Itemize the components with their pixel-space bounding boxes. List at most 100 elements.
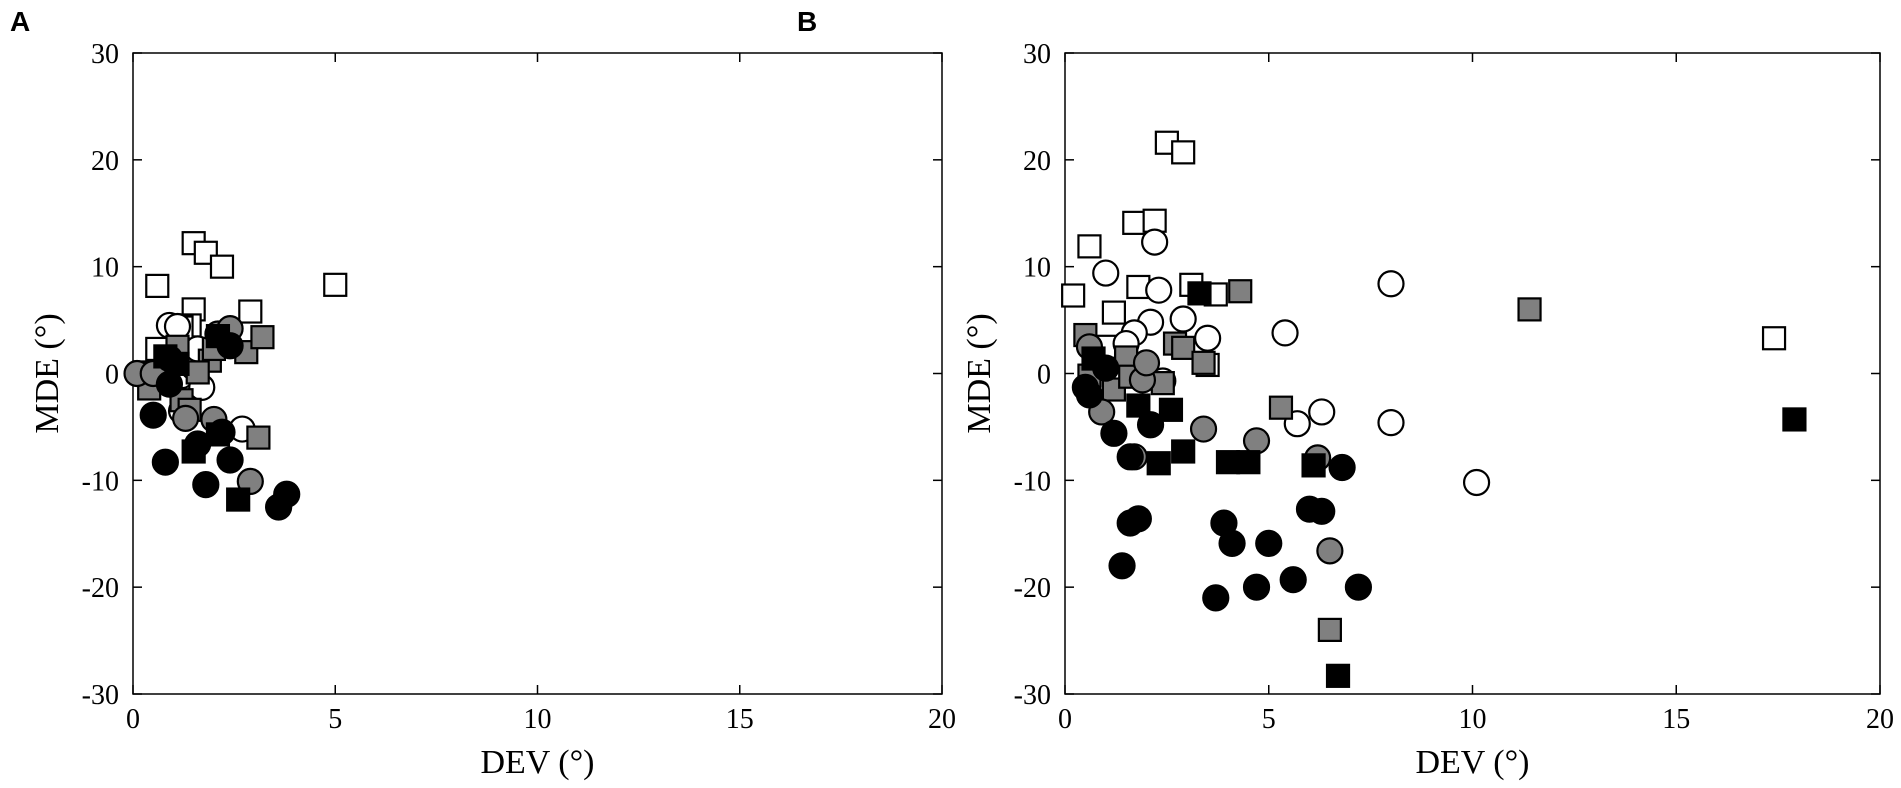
- point-b-gray-square-8: [1228, 279, 1253, 304]
- point-b-white-circle-7: [1271, 319, 1299, 347]
- point-a-black-circle-6: [273, 480, 301, 508]
- point-b-black-square-2: [1158, 397, 1184, 422]
- x-axis-label-b: DEV (°): [1415, 744, 1529, 781]
- point-b-black-circle-8: [1202, 584, 1230, 612]
- point-b-black-square-7: [1301, 453, 1326, 478]
- point-b-black-circle-1: [1075, 381, 1104, 409]
- y-axis-label-b: MDE (°): [961, 313, 998, 433]
- point-b-black-circle-7: [1136, 411, 1165, 439]
- y-tick-label-a-3: 0: [105, 360, 119, 391]
- point-b-black-circle-18: [1092, 354, 1120, 382]
- y-tick-label-a-4: -10: [82, 466, 119, 497]
- point-b-white-square-7: [1101, 300, 1127, 325]
- point-a-black-circle-7: [208, 418, 236, 446]
- point-a-white-square-0: [145, 273, 170, 298]
- point-b-black-circle-17: [1344, 573, 1373, 601]
- point-b-black-circle-3: [1116, 443, 1144, 471]
- y-tick-label-a-6: -30: [82, 680, 119, 711]
- x-tick-label-b-1: 5: [1262, 704, 1276, 735]
- chart-a: 0 5 10 15 20 30 20 10 0 -10 -20 -30 DEV (°) MDE (°): [29, 39, 956, 781]
- point-b-gray-circle-7: [1316, 537, 1344, 565]
- x-tick-label-a-1: 5: [328, 704, 342, 735]
- y-tick-label-b-4: -10: [1014, 466, 1051, 497]
- point-b-white-circle-11: [1377, 409, 1405, 437]
- point-b-gray-square-11: [1517, 297, 1542, 322]
- point-a-black-circle-3: [192, 471, 220, 499]
- point-b-white-circle-9: [1308, 398, 1336, 426]
- point-b-black-circle-11: [1242, 573, 1271, 601]
- plot-frame-a: [132, 52, 943, 695]
- point-a-white-square-5: [238, 299, 263, 324]
- point-a-black-circle-9: [216, 332, 244, 360]
- y-tick-label-b-6: -30: [1014, 680, 1051, 711]
- x-tick-label-b-0: 0: [1058, 704, 1072, 735]
- y-tick-label-a-2: 10: [91, 253, 119, 284]
- y-tick-label-a-1: 20: [91, 146, 119, 177]
- point-b-black-square-9: [1782, 407, 1807, 432]
- point-b-black-circle-13: [1279, 566, 1307, 594]
- y-tick-label-b-5: -20: [1014, 573, 1051, 604]
- point-b-black-square-5: [1215, 450, 1241, 475]
- y-axis-label-a: MDE (°): [29, 313, 66, 433]
- y-tick-label-a-5: -20: [82, 573, 119, 604]
- point-b-white-circle-6: [1194, 324, 1222, 352]
- point-b-black-square-10: [1126, 393, 1151, 418]
- point-a-black-circle-4: [216, 446, 244, 474]
- point-b-white-square-3: [1142, 208, 1167, 233]
- point-b-white-circle-12: [1462, 468, 1491, 497]
- point-a-black-circle-8: [155, 370, 184, 398]
- x-tick-label-a-0: 0: [126, 704, 140, 735]
- panel-letter-b: B: [797, 6, 818, 37]
- x-tick-label-a-4: 20: [928, 704, 956, 735]
- x-tick-label-a-2: 10: [524, 704, 552, 735]
- point-b-gray-circle-8: [1132, 349, 1161, 377]
- point-b-black-circle-16: [1328, 453, 1356, 482]
- x-tick-label-b-2: 10: [1459, 704, 1487, 735]
- point-b-white-circle-2: [1145, 276, 1173, 304]
- point-b-white-circle-5: [1169, 305, 1197, 333]
- y-tick-label-b-2: 10: [1023, 253, 1051, 284]
- point-b-gray-square-9: [1268, 395, 1294, 420]
- point-b-white-square-2: [1122, 210, 1147, 235]
- x-tick-label-b-3: 15: [1662, 704, 1690, 735]
- point-b-black-circle-2: [1100, 419, 1128, 447]
- point-a-black-circle-1: [151, 448, 179, 476]
- point-b-black-square-4: [1146, 451, 1171, 476]
- point-a-white-square-3: [209, 254, 235, 279]
- point-b-gray-square-6: [1171, 335, 1196, 360]
- x-tick-label-a-3: 15: [726, 704, 754, 735]
- point-a-gray-square-10: [185, 360, 210, 385]
- point-b-white-square-5: [1171, 140, 1196, 165]
- point-a-white-square-6: [323, 272, 348, 297]
- point-b-black-square-6: [1236, 450, 1261, 475]
- point-b-black-circle-5: [1124, 505, 1152, 533]
- point-b-black-circle-15: [1308, 497, 1336, 525]
- point-b-gray-circle-4: [1189, 415, 1218, 443]
- point-b-white-square-10: [1761, 326, 1787, 351]
- point-b-gray-circle-5: [1242, 427, 1271, 455]
- point-b-white-square-1: [1077, 234, 1102, 259]
- y-tick-label-b-1: 20: [1023, 146, 1051, 177]
- point-b-black-circle-10: [1218, 529, 1246, 557]
- point-b-white-square-0: [1061, 283, 1086, 308]
- point-b-black-circle-12: [1255, 529, 1283, 557]
- point-a-black-circle-10: [155, 344, 184, 373]
- panel-letter-a: A: [10, 6, 31, 37]
- x-tick-label-b-4: 20: [1866, 704, 1894, 735]
- point-a-gray-square-8: [250, 325, 275, 350]
- point-b-white-circle-0: [1092, 259, 1120, 287]
- point-b-gray-square-10: [1317, 617, 1342, 643]
- point-a-gray-square-9: [246, 425, 271, 450]
- point-b-black-square-0: [1187, 281, 1212, 306]
- point-b-gray-square-7: [1191, 350, 1216, 375]
- point-b-white-circle-1: [1141, 228, 1169, 256]
- point-b-black-square-3: [1171, 439, 1196, 464]
- point-a-black-circle-0: [139, 401, 167, 429]
- y-tick-label-b-3: 0: [1037, 360, 1051, 391]
- point-b-black-square-8: [1325, 663, 1351, 688]
- chart-b: 0 5 10 15 20 30 20 10 0 -10 -20 -30 DEV (°) MDE (°): [961, 39, 1894, 781]
- y-tick-label-a-0: 30: [91, 39, 119, 70]
- point-a-gray-circle-6: [171, 404, 200, 432]
- point-a-black-circle-2: [184, 430, 212, 458]
